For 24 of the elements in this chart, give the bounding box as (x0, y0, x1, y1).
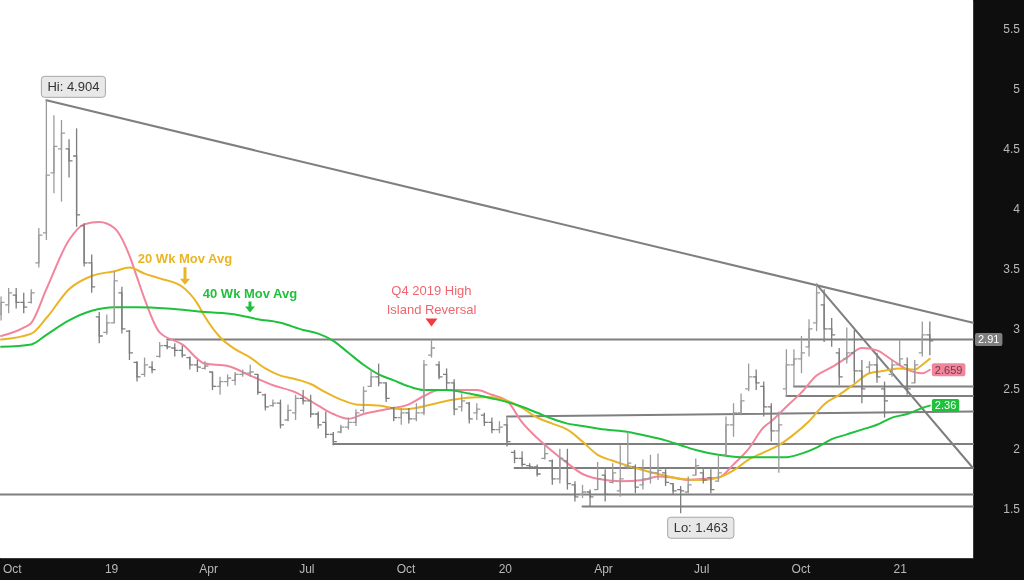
x-tick-label: 20 (498, 561, 513, 576)
y-tick-label: 3 (1013, 322, 1021, 337)
annotation: Q4 2019 High Island Reversal (386, 282, 477, 317)
y-tick-label: 4 (1013, 202, 1021, 217)
y-tick-label: 3.5 (1003, 262, 1021, 277)
x-tick-label: 19 (104, 561, 119, 576)
series-label: 20 Wk Mov Avg (137, 251, 233, 267)
x-tick-label: Oct (791, 561, 811, 576)
y-tick-label: 5.5 (1003, 22, 1021, 37)
annotation: Hi: 4.904 (47, 79, 100, 95)
series-label: 40 Wk Mov Avg (202, 285, 298, 301)
y-tick-label: 4.5 (1003, 142, 1021, 157)
x-tick-label: Jul (693, 561, 710, 576)
x-tick-label: Oct (3, 561, 23, 576)
y-tick-label: 5 (1013, 82, 1021, 97)
x-tick-label: Jul (299, 561, 315, 576)
y-tick-label: 2 (1013, 442, 1021, 457)
x-tick-label: Apr (594, 561, 613, 576)
x-tick-label: 21 (893, 561, 908, 576)
y-tick-label: 2.5 (1003, 382, 1021, 397)
x-tick-label: Apr (199, 561, 219, 576)
annotation: Lo: 1.463 (673, 520, 728, 536)
x-tick-label: Oct (396, 561, 417, 576)
y-tick-label: 1.5 (1003, 502, 1021, 517)
